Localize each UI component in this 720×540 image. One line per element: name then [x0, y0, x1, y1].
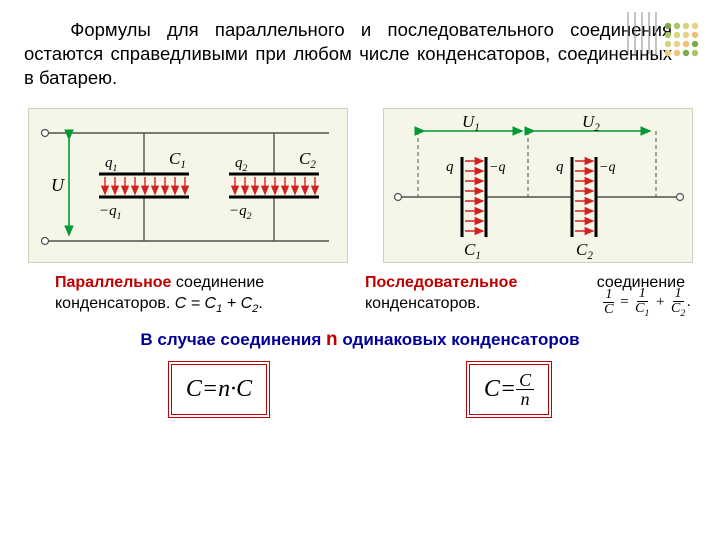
parallel-diagram: Uq1 C1 −q1 q2 C2 −q2: [28, 108, 348, 263]
series-caption: Последовательное соединение конденсаторо…: [365, 273, 685, 317]
footer-post: одинаковых конденсаторов: [338, 330, 580, 349]
svg-text:−q: −q: [489, 160, 505, 175]
svg-text:−q: −q: [599, 160, 615, 175]
parallel-formula: C = C1 + C2: [175, 295, 259, 312]
captions-row: Параллельное соединение конденсаторов. C…: [0, 269, 720, 317]
footer-n: n: [326, 329, 338, 350]
corner-decoration: [624, 12, 706, 90]
svg-text:C2: C2: [576, 240, 593, 262]
parallel-keyword: Параллельное: [55, 274, 171, 291]
svg-text:U2: U2: [582, 112, 600, 134]
series-n-formula: C = Cn: [466, 361, 552, 418]
svg-text:q1: q1: [105, 155, 117, 174]
svg-text:U1: U1: [462, 112, 480, 134]
footer-text: В случае соединения n одинаковых конденс…: [0, 317, 720, 351]
parallel-caption: Параллельное соединение конденсаторов. C…: [55, 273, 335, 317]
series-inline-formula: 1C = 1C1 + 1C2.: [602, 287, 691, 319]
svg-text:q2: q2: [235, 155, 248, 174]
formulas-row: C = n · C C = Cn: [0, 351, 720, 418]
svg-text:−q1: −q1: [99, 203, 122, 222]
footer-pre: В случае соединения: [140, 330, 326, 349]
svg-text:U: U: [51, 175, 65, 195]
series-keyword: Последовательное: [365, 274, 517, 291]
svg-text:q: q: [556, 159, 564, 175]
svg-text:C1: C1: [464, 240, 481, 262]
svg-text:C2: C2: [299, 149, 316, 171]
intro-text: Формулы для параллельного и последовател…: [0, 0, 720, 100]
series-diagram: U1 U2 q −q q −q C1 C2: [383, 108, 693, 263]
parallel-n-formula: C = n · C: [168, 361, 270, 418]
svg-text:q: q: [446, 159, 454, 175]
parallel-formula-dot: .: [258, 295, 262, 312]
svg-text:−q2: −q2: [229, 203, 252, 222]
svg-text:C1: C1: [169, 149, 186, 171]
diagrams-row: Uq1 C1 −q1 q2 C2 −q2 U1 U2 q −q q −q C1 C2: [0, 100, 720, 269]
